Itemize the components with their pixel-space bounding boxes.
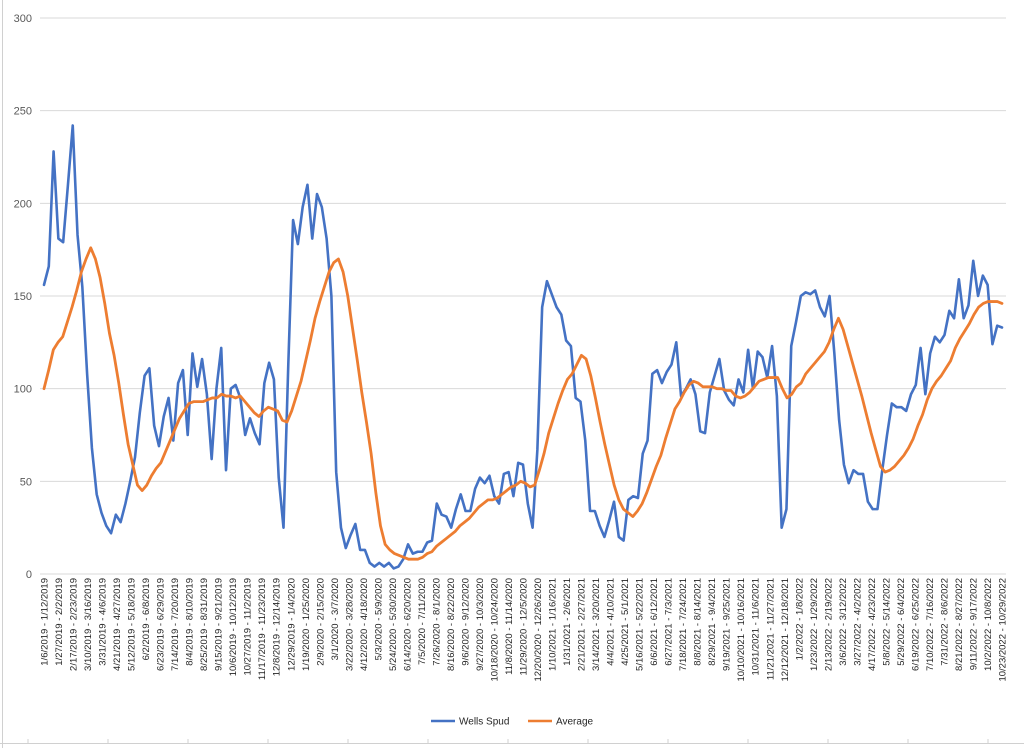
x-tick-label: 3/14/2021 - 3/20/2021 <box>591 578 602 671</box>
y-tick-label: 50 <box>20 476 32 488</box>
x-tick-label: 9/19/2021 - 9/25/2021 <box>722 578 733 671</box>
x-tick-label: 9/27/2020 - 10/3/2020 <box>475 578 486 671</box>
x-tick-label: 1/10/2021 - 1/16/2021 <box>548 578 559 671</box>
y-axis-tick-labels: 0 50 100 150 200 250 300 <box>14 13 32 581</box>
x-tick-label: 12/8/2019 - 12/14/2019 <box>272 578 283 676</box>
x-axis-tick-labels: 1/6/2019 - 1/12/2019 1/27/2019 - 2/2/2019… <box>40 578 1009 682</box>
legend-label-wells-spud: Wells Spud <box>459 717 509 728</box>
x-tick-label: 9/11/2022 - 9/17/2022 <box>969 578 980 670</box>
x-tick-label: 8/4/2019 - 8/10/2019 <box>185 578 196 666</box>
x-tick-label: 2/21/2021 - 2/27/2021 <box>577 578 588 671</box>
x-tick-label: 8/25/2019 - 8/31/2019 <box>199 578 210 671</box>
x-tick-label: 7/5/2020 - 7/11/2020 <box>417 578 428 665</box>
y-tick-label: 300 <box>14 13 32 25</box>
series-line-wells-spud[interactable] <box>42 124 1004 570</box>
x-tick-label: 12/12/2021 - 12/18/2021 <box>780 578 791 682</box>
x-tick-label: 7/14/2019 - 7/20/2019 <box>170 578 181 671</box>
x-tick-label: 10/10/2021 - 10/16/2021 <box>736 578 747 682</box>
x-tick-label: 9/15/2019 - 9/21/2019 <box>214 578 225 671</box>
x-tick-label: 10/27/2019 - 11/2/2019 <box>243 578 254 676</box>
x-tick-label: 1/19/2020 - 1/25/2020 <box>301 578 312 671</box>
y-tick-label: 200 <box>14 198 32 210</box>
x-tick-label: 10/23/2022 - 10/29/2022 <box>998 578 1009 682</box>
x-tick-label: 1/27/2019 - 2/2/2019 <box>54 578 65 666</box>
x-tick-label: 7/26/2020 - 8/1/2020 <box>431 578 442 666</box>
x-tick-label: 3/31/2019 - 4/6/2019 <box>98 578 109 666</box>
x-tick-label: 10/6/2019 - 10/12/2019 <box>228 578 239 676</box>
x-tick-label: 2/13/2022 - 2/19/2022 <box>823 578 834 671</box>
x-tick-label: 3/1/2020 - 3/7/2020 <box>330 578 341 660</box>
chart-legend[interactable]: Wells Spud Average <box>431 717 594 728</box>
x-tick-label: 12/29/2019 - 1/4/2020 <box>286 578 297 671</box>
x-tick-label: 1/2/2022 - 1/8/2022 <box>794 578 805 660</box>
x-tick-label: 10/18/2020 - 10/24/2020 <box>490 578 501 682</box>
x-tick-label: 10/2/2022 - 10/8/2022 <box>983 578 994 671</box>
x-tick-label: 6/23/2019 - 6/29/2019 <box>156 578 167 671</box>
y-tick-label: 150 <box>14 291 32 303</box>
x-tick-label: 8/16/2020 - 8/22/2020 <box>446 578 457 671</box>
x-tick-label: 5/8/2022 - 5/14/2022 <box>881 578 892 666</box>
x-tick-label: 11/21/2021 - 11/27/2021 <box>765 578 776 680</box>
x-tick-label: 4/4/2021 - 4/10/2021 <box>606 578 617 666</box>
x-tick-label: 1/23/2022 - 1/29/2022 <box>809 578 820 671</box>
x-tick-label: 3/6/2022 - 3/12/2022 <box>838 578 849 666</box>
x-tick-label: 5/29/2022 - 6/4/2022 <box>896 578 907 666</box>
series-layer <box>42 124 1004 570</box>
x-tick-label: 6/6/2021 - 6/12/2021 <box>649 578 660 666</box>
x-tick-label: 4/17/2022 - 4/23/2022 <box>867 578 878 671</box>
y-tick-label: 100 <box>14 384 32 396</box>
x-tick-label: 3/27/2022 - 4/2/2022 <box>852 578 863 666</box>
frame-bottom-ticks <box>27 739 989 744</box>
x-tick-label: 8/21/2022 - 8/27/2022 <box>954 578 965 671</box>
x-tick-label: 3/22/2020 - 3/28/2020 <box>344 578 355 671</box>
x-tick-label: 11/17/2019 - 11/23/2019 <box>257 578 268 680</box>
x-tick-label: 8/29/2021 - 9/4/2021 <box>707 578 718 666</box>
x-tick-label: 6/27/2021 - 7/3/2021 <box>664 578 675 666</box>
series-line-average[interactable] <box>42 246 1004 561</box>
x-tick-label: 8/8/2021 - 8/14/2021 <box>693 578 704 666</box>
x-tick-label: 10/31/2021 - 11/6/2021 <box>751 578 762 676</box>
x-tick-label: 4/21/2019 - 4/27/2019 <box>112 578 123 671</box>
x-tick-label: 5/16/2021 - 5/22/2021 <box>635 578 646 671</box>
x-tick-label: 12/20/2020 - 12/26/2020 <box>533 578 544 682</box>
x-tick-label: 6/2/2019 - 6/8/2019 <box>141 578 152 660</box>
x-tick-label: 7/18/2021 - 7/24/2021 <box>678 578 689 671</box>
x-tick-label: 6/14/2020 - 6/20/2020 <box>402 578 413 671</box>
x-tick-label: 5/24/2020 - 5/30/2020 <box>388 578 399 671</box>
x-tick-label: 9/6/2020 - 9/12/2020 <box>460 578 471 666</box>
y-tick-label: 250 <box>14 106 32 118</box>
x-tick-label: 2/17/2019 - 2/23/2019 <box>69 578 80 671</box>
x-tick-label: 3/10/2019 - 3/16/2019 <box>83 578 94 671</box>
x-tick-label: 4/25/2021 - 5/1/2021 <box>620 578 631 666</box>
x-tick-label: 7/31/2022 - 8/6/2022 <box>939 578 950 666</box>
x-tick-label: 6/19/2022 - 6/25/2022 <box>910 578 921 671</box>
y-tick-label: 0 <box>26 569 32 581</box>
x-tick-label: 5/12/2019 - 5/18/2019 <box>127 578 138 671</box>
x-tick-label: 4/12/2020 - 4/18/2020 <box>359 578 370 671</box>
legend-label-average: Average <box>556 717 594 728</box>
x-tick-label: 1/31/2021 - 2/6/2021 <box>562 578 573 666</box>
x-tick-label: 5/3/2020 - 5/9/2020 <box>373 578 384 660</box>
x-tick-label: 1/6/2019 - 1/12/2019 <box>40 578 51 666</box>
x-tick-label: 7/10/2022 - 7/16/2022 <box>925 578 936 671</box>
x-tick-label: 11/8/2020 - 11/14/2020 <box>504 578 515 675</box>
x-tick-label: 11/29/2020 - 12/5/2020 <box>519 578 530 676</box>
x-tick-label: 2/9/2020 - 2/15/2020 <box>315 578 326 666</box>
